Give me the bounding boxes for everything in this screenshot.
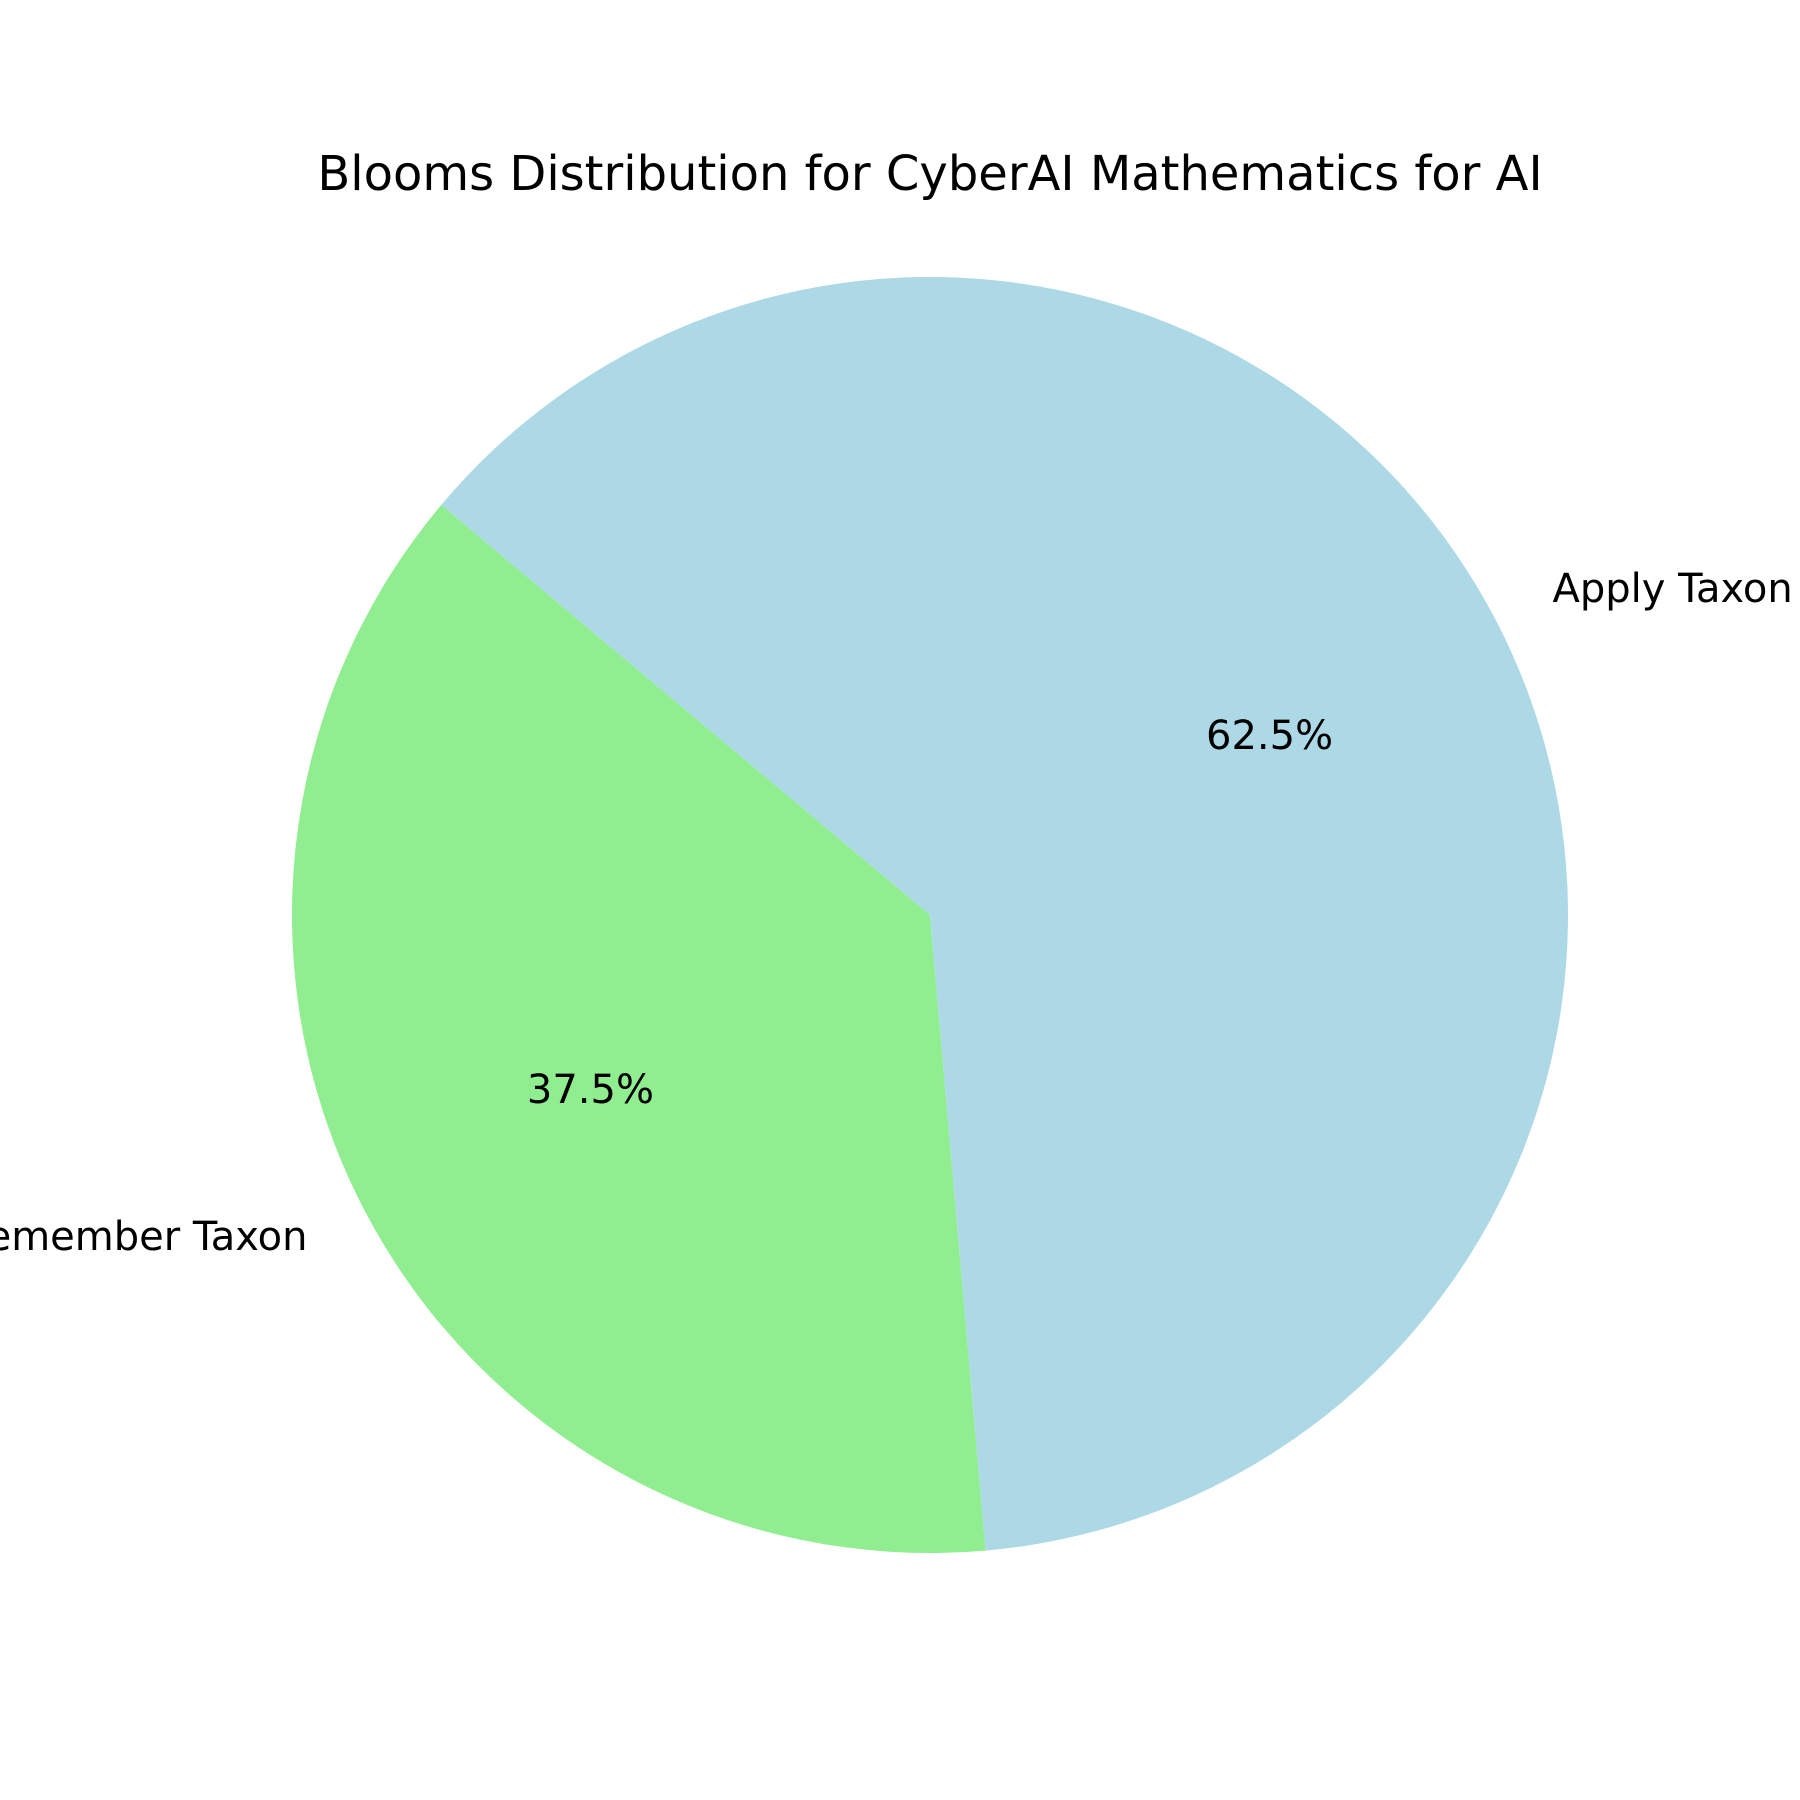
chart-title: Blooms Distribution for CyberAI Mathemat… <box>317 146 1542 202</box>
pie-pct-label-apply-taxon: 62.5% <box>1206 713 1333 759</box>
pie-slices <box>291 277 1568 1554</box>
pie-labels: 37.5% Remember Taxon 62.5% Apply Taxon <box>0 566 1793 1260</box>
pie-pct-label-remember-taxon: 37.5% <box>527 1067 654 1113</box>
pie-slice-apply-taxon <box>441 277 1568 1551</box>
pie-slice-remember-taxon <box>291 504 986 1554</box>
pie-slice-label-apply-taxon: Apply Taxon <box>1553 566 1793 612</box>
pie-slice-label-remember-taxon: Remember Taxon <box>0 1214 307 1260</box>
